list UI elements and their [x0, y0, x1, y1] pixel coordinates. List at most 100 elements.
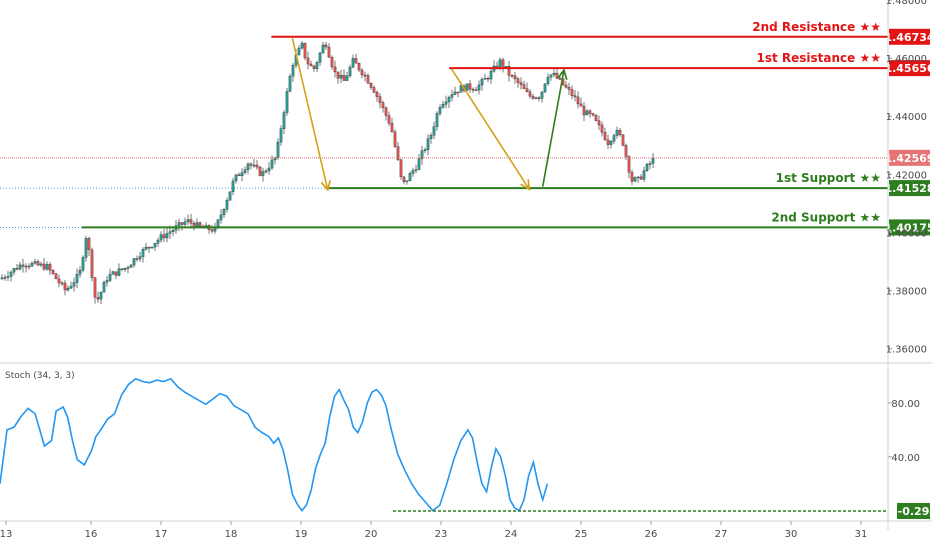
- candle-body: [480, 79, 484, 86]
- candle-body: [318, 52, 322, 63]
- candle-body: [477, 84, 481, 91]
- candle-body: [297, 47, 301, 56]
- candle-body: [42, 263, 46, 270]
- candle-body: [378, 96, 382, 103]
- candle-body: [627, 156, 631, 173]
- candle-body: [636, 176, 640, 179]
- candle-body: [519, 82, 523, 85]
- candle-body: [228, 191, 232, 201]
- candle-body: [249, 163, 253, 166]
- level-label: 2nd Support ★★: [771, 210, 881, 224]
- candle-body: [330, 57, 334, 68]
- candle-body: [435, 113, 439, 127]
- candle-body: [156, 239, 160, 244]
- candle-body: [426, 138, 430, 150]
- candle-body: [366, 75, 370, 84]
- candle-body: [468, 83, 472, 90]
- candle-body: [315, 62, 319, 69]
- candle-body: [588, 110, 592, 114]
- candle-body: [324, 44, 328, 48]
- candle-body: [522, 84, 526, 89]
- candle-body: [357, 63, 361, 71]
- candle-body: [618, 129, 622, 136]
- candle-body: [531, 95, 535, 99]
- candle-body: [621, 134, 625, 146]
- level-badge: [889, 219, 930, 236]
- candle-body: [216, 219, 220, 227]
- candle-body: [72, 282, 76, 287]
- candle-body: [432, 126, 436, 136]
- candle-body: [138, 256, 142, 260]
- candle-body: [159, 234, 163, 241]
- candle-body: [141, 249, 145, 257]
- candle-body: [594, 114, 598, 121]
- price-tick-label: 1.48000: [886, 0, 927, 7]
- candle-body: [54, 273, 58, 280]
- candle-body: [444, 101, 448, 105]
- candle-body: [582, 106, 586, 116]
- candle-body: [360, 69, 364, 76]
- candle-body: [222, 209, 226, 216]
- candle-body: [504, 66, 508, 68]
- candle-body: [486, 78, 490, 80]
- candle-body: [30, 263, 34, 267]
- candle-body: [18, 264, 22, 270]
- candle-body: [615, 129, 619, 136]
- candle-body: [132, 258, 136, 266]
- candle-body: [90, 249, 94, 278]
- time-tick-label: 18: [225, 529, 238, 540]
- time-tick-label: 26: [645, 529, 658, 540]
- candle-body: [333, 66, 337, 73]
- trend-arrow: [450, 68, 528, 188]
- candle-body: [609, 141, 613, 145]
- candle-body: [570, 89, 574, 96]
- candle-body: [15, 268, 19, 270]
- candle-body: [117, 268, 121, 276]
- candle-body: [120, 268, 124, 270]
- candle-body: [198, 222, 202, 227]
- candle-body: [483, 78, 487, 80]
- candle-body: [300, 42, 304, 49]
- price-tick-label: 1.42000: [886, 170, 927, 181]
- candle-body: [549, 74, 553, 78]
- candle-body: [651, 158, 655, 164]
- candle-body: [351, 58, 355, 68]
- candle-body: [405, 180, 409, 183]
- candle-body: [87, 238, 91, 251]
- candle-body: [114, 271, 118, 276]
- candle-body: [339, 75, 343, 79]
- time-tick-label: 25: [575, 529, 588, 540]
- time-tick-label: 31: [855, 529, 868, 540]
- candle-body: [84, 238, 88, 258]
- candle-body: [372, 87, 376, 93]
- candle-body: [150, 246, 154, 249]
- candle-body: [75, 274, 79, 283]
- candle-body: [306, 57, 310, 65]
- candle-body: [525, 88, 529, 93]
- candle-body: [363, 74, 367, 77]
- candle-body: [441, 104, 445, 108]
- candle-body: [255, 164, 259, 168]
- candle-body: [387, 115, 391, 124]
- candle-body: [546, 76, 550, 84]
- candle-body: [189, 219, 193, 224]
- candle-body: [168, 231, 172, 234]
- time-tick-label: 24: [505, 529, 518, 540]
- candle-body: [123, 267, 127, 270]
- level-badge-text: 1.46734: [884, 31, 932, 44]
- candle-body: [411, 170, 415, 174]
- candle-body: [48, 264, 52, 271]
- level-badge: [889, 60, 930, 77]
- candle-body: [144, 246, 148, 250]
- candle-body: [264, 170, 268, 173]
- candle-body: [33, 261, 37, 264]
- candle-body: [321, 44, 325, 54]
- candle-body: [528, 91, 532, 97]
- candle-body: [126, 267, 130, 269]
- current-price-badge: [889, 149, 930, 166]
- candle-body: [111, 271, 115, 275]
- stoch-tick-label: 80.00: [891, 399, 920, 410]
- price-tick-label: 1.38000: [886, 287, 927, 298]
- candle-body: [543, 83, 547, 93]
